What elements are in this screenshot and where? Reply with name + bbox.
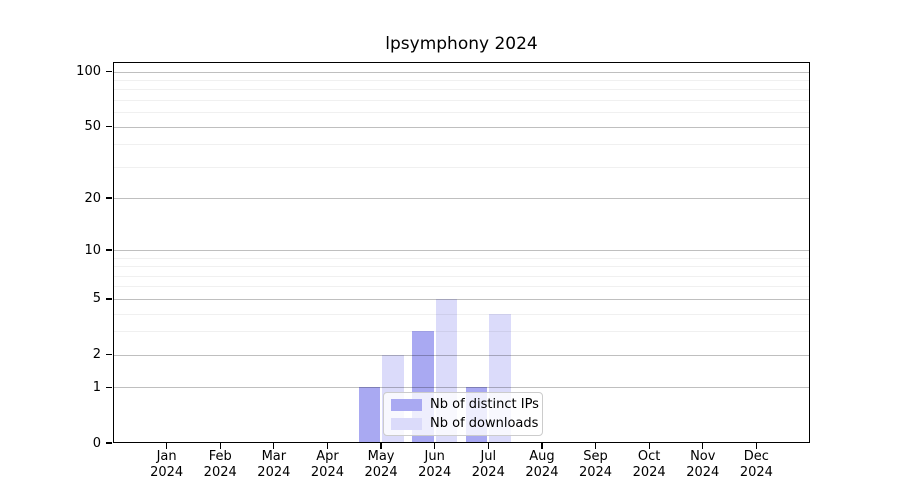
- legend-swatch-distinct-ips: [391, 398, 422, 411]
- x-tick-label-nov: Nov 2024: [663, 449, 743, 481]
- x-tick: [755, 443, 758, 449]
- y-tick-label-5: 5: [92, 291, 101, 307]
- chart-title: lpsymphony 2024: [385, 34, 538, 54]
- legend-label-distinct-ips: Nb of distinct IPs: [430, 397, 539, 412]
- x-tick-year: 2024: [310, 465, 344, 480]
- x-tick-year: 2024: [578, 465, 613, 480]
- x-tick-year: 2024: [364, 465, 398, 480]
- x-tick: [648, 443, 650, 449]
- x-tick-year: 2024: [471, 465, 505, 480]
- x-tick-year: 2024: [150, 465, 184, 480]
- bar-distinct-ips-may: [358, 387, 381, 443]
- x-tick-label-dec: Dec 2024: [716, 449, 796, 481]
- x-tick-label-mar: Mar 2024: [234, 449, 314, 481]
- x-tick-month: Jan: [156, 449, 177, 464]
- y-tick: [106, 197, 112, 199]
- x-tick-month: Mar: [261, 449, 287, 464]
- y-tick: [106, 71, 112, 73]
- y-tick-label-0: 0: [92, 435, 101, 451]
- y-tick-label-1: 1: [92, 379, 101, 395]
- x-tick-year: 2024: [203, 465, 237, 480]
- legend-item-downloads: Nb of downloads: [391, 416, 539, 431]
- y-tick: [106, 126, 112, 128]
- y-tick: [106, 249, 112, 251]
- legend-label-downloads: Nb of downloads: [430, 416, 539, 431]
- x-tick-label-jun: Jun 2024: [395, 449, 475, 481]
- x-tick-month: Nov: [690, 449, 716, 464]
- x-tick-label-feb: Feb 2024: [180, 449, 260, 481]
- x-tick-month: Dec: [743, 449, 769, 464]
- x-tick: [273, 443, 275, 449]
- y-tick-label-10: 10: [84, 242, 101, 258]
- x-tick-year: 2024: [418, 465, 452, 480]
- x-tick-label-jan: Jan 2024: [127, 449, 207, 481]
- y-tick-label-100: 100: [76, 64, 101, 80]
- x-tick-year: 2024: [686, 465, 720, 480]
- x-tick-year: 2024: [632, 465, 666, 480]
- x-tick-month: Apr: [316, 449, 339, 464]
- x-tick: [326, 443, 329, 449]
- x-tick: [165, 443, 168, 449]
- x-tick: [219, 443, 221, 449]
- y-tick-label-2: 2: [92, 347, 101, 363]
- x-tick: [487, 443, 489, 449]
- x-tick-label-sep: Sep 2024: [556, 449, 636, 481]
- x-tick-month: Feb: [208, 449, 232, 464]
- x-tick-month: Sep: [583, 449, 608, 464]
- x-tick-month: Jun: [424, 449, 445, 464]
- x-tick-month: Aug: [529, 449, 555, 464]
- x-tick: [702, 443, 704, 449]
- legend: Nb of distinct IPs Nb of downloads: [383, 392, 543, 436]
- x-tick-month: Oct: [637, 449, 661, 464]
- y-tick: [106, 298, 112, 300]
- y-tick-label-20: 20: [84, 190, 101, 206]
- x-tick-month: May: [367, 449, 395, 464]
- x-tick: [541, 443, 543, 449]
- y-tick: [106, 442, 112, 444]
- x-tick: [594, 443, 597, 449]
- x-tick-label-jul: Jul 2024: [448, 449, 528, 481]
- legend-item-distinct-ips: Nb of distinct IPs: [391, 397, 539, 412]
- x-tick-year: 2024: [739, 465, 773, 480]
- x-tick: [380, 443, 382, 449]
- x-tick-year: 2024: [257, 465, 291, 480]
- x-tick-label-aug: Aug 2024: [502, 449, 582, 481]
- x-tick-month: Jul: [480, 449, 497, 464]
- x-tick-year: 2024: [525, 465, 559, 480]
- legend-swatch-downloads: [391, 417, 422, 430]
- y-tick-label-50: 50: [84, 119, 101, 135]
- plot-area: Nb of distinct IPs Nb of downloads: [113, 62, 810, 443]
- x-tick-label-may: May 2024: [341, 449, 421, 481]
- x-tick-label-oct: Oct 2024: [609, 449, 689, 481]
- x-tick: [434, 443, 436, 449]
- x-tick-label-apr: Apr 2024: [287, 449, 367, 481]
- y-tick: [106, 386, 112, 388]
- bars-layer: [113, 62, 810, 443]
- y-tick: [106, 353, 112, 356]
